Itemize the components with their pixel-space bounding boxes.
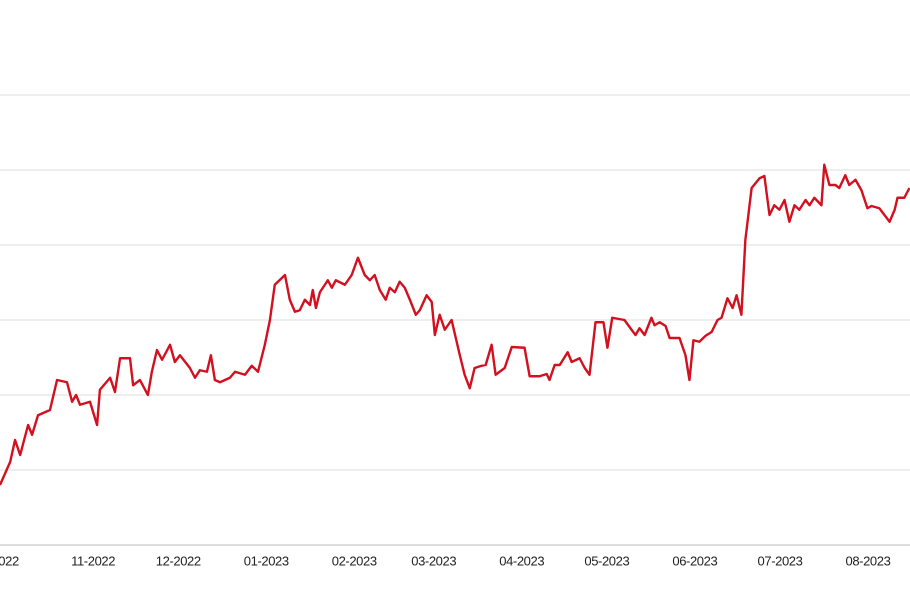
x-tick-label: 2022 [0,553,19,568]
x-tick-label: 08-2023 [846,553,891,568]
x-tick-label: 02-2023 [332,553,377,568]
x-tick-label: 06-2023 [672,553,717,568]
x-tick-label: 04-2023 [499,553,544,568]
x-tick-label: 07-2023 [758,553,803,568]
x-tick-label: 12-2022 [156,553,201,568]
x-tick-label: 01-2023 [244,553,289,568]
x-tick-label: 03-2023 [411,553,456,568]
x-tick-label: 11-2022 [71,553,115,568]
x-tick-label: 05-2023 [584,553,629,568]
price-line [0,163,910,486]
